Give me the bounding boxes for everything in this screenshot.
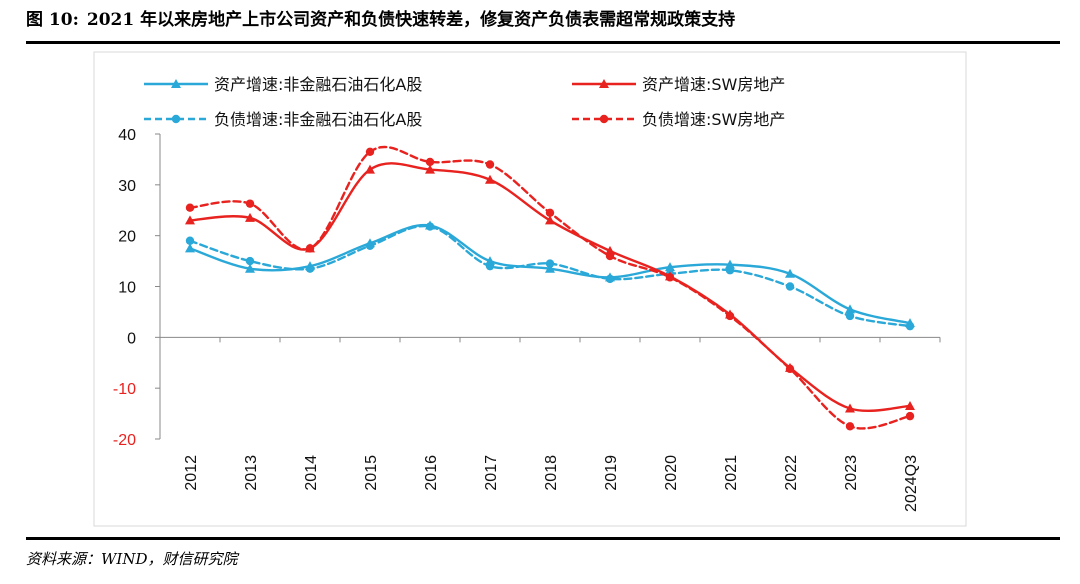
x-tick-label: 2021 [723, 455, 740, 491]
data-point [305, 243, 315, 253]
data-point [905, 318, 915, 328]
data-point [845, 403, 855, 413]
legend-entry: 负债增速:非金融石油石化A股 [144, 110, 422, 129]
data-point [305, 261, 315, 271]
y-tick-label: 30 [118, 178, 136, 195]
data-point [425, 220, 435, 230]
legend-entry: 负债增速:SW房地产 [572, 110, 785, 129]
x-tick-label: 2012 [183, 455, 200, 491]
bottom-rule [26, 537, 1060, 540]
data-point [485, 174, 495, 184]
x-tick-label: 2022 [783, 455, 800, 491]
legend-marker [599, 114, 609, 124]
legend-marker [171, 79, 181, 88]
legend-entry: 资产增速:SW房地产 [572, 75, 785, 94]
y-tick-label: 40 [118, 127, 136, 144]
data-point [845, 311, 855, 321]
x-tick-label: 2020 [663, 455, 680, 491]
data-point [545, 259, 555, 268]
data-point [185, 236, 195, 245]
data-point [905, 400, 915, 410]
figure-title: 图 10: 2021 年以来房地产上市公司资产和负债快速转差，修复资产负债表需超常… [26, 8, 1060, 32]
data-point [245, 212, 255, 222]
data-point [425, 157, 435, 167]
data-point [725, 259, 735, 269]
data-point [605, 272, 615, 282]
x-tick-label: 2018 [543, 455, 560, 491]
figure-number: 图 10: [26, 10, 79, 30]
series-0 [185, 220, 915, 328]
x-tick-label: 2015 [363, 455, 380, 491]
data-point [245, 256, 255, 266]
data-point [365, 147, 375, 156]
x-tick-label: 2014 [303, 455, 320, 491]
chart-frame [93, 51, 967, 527]
data-point [545, 208, 555, 217]
data-point [365, 164, 375, 174]
x-tick-label: 2016 [423, 455, 440, 491]
x-tick-label: 2013 [243, 455, 260, 491]
top-rule [26, 41, 1060, 44]
data-point [545, 215, 555, 225]
x-tick-label: 2019 [603, 455, 620, 491]
series-1 [185, 162, 915, 413]
x-tick-label: 2023 [843, 455, 860, 491]
data-point [845, 304, 855, 314]
y-tick-label: -20 [113, 432, 136, 449]
data-point [905, 411, 915, 421]
data-point [185, 215, 195, 225]
source-note: 资料来源：WIND，财信研究院 [26, 550, 238, 568]
data-point [785, 268, 795, 278]
x-tick-label: 2017 [483, 455, 500, 491]
data-point [665, 271, 675, 281]
data-point [245, 263, 255, 273]
data-point [425, 164, 435, 174]
y-tick-label: 20 [118, 229, 136, 246]
data-point [185, 203, 195, 212]
legend-label: 负债增速:非金融石油石化A股 [214, 110, 422, 129]
data-point [725, 309, 735, 319]
data-point [845, 422, 855, 431]
y-tick-label: 0 [127, 330, 136, 347]
data-point [185, 243, 195, 253]
legend-label: 资产增速:非金融石油石化A股 [214, 75, 422, 94]
x-tick-label: 2024Q3 [903, 455, 920, 512]
data-point [665, 262, 675, 272]
data-point [785, 362, 795, 372]
data-point [485, 160, 495, 169]
data-point [785, 282, 795, 291]
data-point [485, 256, 495, 266]
data-point [605, 245, 615, 255]
legend-label: 负债增速:SW房地产 [642, 110, 785, 129]
data-point [245, 199, 255, 208]
figure-title-text: 2021 年以来房地产上市公司资产和负债快速转差，修复资产负债表需超常规政策支持 [86, 10, 736, 30]
legend-marker [171, 114, 181, 124]
data-point [365, 238, 375, 248]
legend-entry: 资产增速:非金融石油石化A股 [144, 75, 422, 94]
data-point [545, 263, 555, 273]
legend-marker [599, 79, 609, 88]
legend-label: 资产增速:SW房地产 [642, 75, 785, 94]
y-tick-label: 10 [118, 280, 136, 297]
y-tick-label: -10 [113, 381, 136, 398]
